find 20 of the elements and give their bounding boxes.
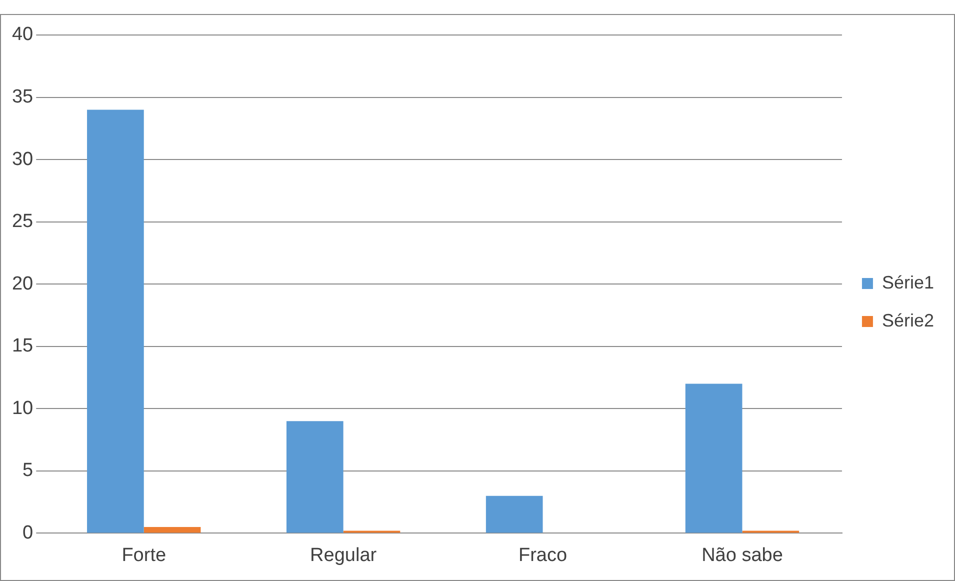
legend-label: Série1 xyxy=(882,272,934,292)
bar xyxy=(144,526,201,533)
x-tick-label: Fraco xyxy=(518,544,568,566)
y-tick-label: 25 xyxy=(12,211,34,232)
x-tick-label: Forte xyxy=(122,544,166,566)
bar xyxy=(685,384,742,533)
bar xyxy=(286,421,344,533)
legend-label: Série2 xyxy=(882,310,934,330)
y-tick-label: 15 xyxy=(12,336,34,357)
y-tick-label: 5 xyxy=(22,460,34,482)
bar xyxy=(486,496,543,533)
y-tick-label: 0 xyxy=(22,522,34,544)
bar xyxy=(87,110,144,533)
y-tick-label: 30 xyxy=(12,148,34,170)
y-tick-label: 40 xyxy=(12,24,34,46)
y-tick-label: 20 xyxy=(12,273,34,294)
y-tick-label: 10 xyxy=(12,398,34,419)
x-tick-label: Não sabe xyxy=(702,544,783,566)
x-tick-label: Regular xyxy=(310,544,378,566)
y-tick-label: 35 xyxy=(12,86,34,108)
